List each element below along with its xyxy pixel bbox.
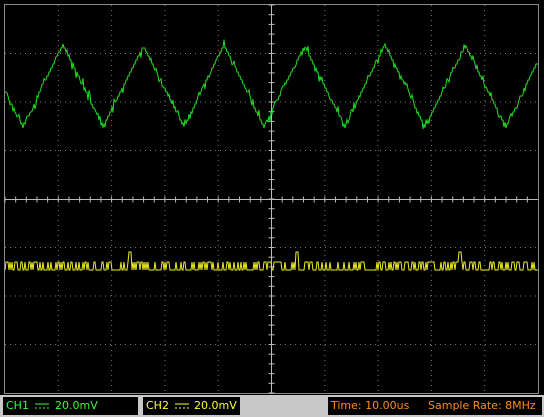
ch1-waveform (5, 39, 538, 129)
ch2-label: CH2 (146, 399, 169, 412)
ch1-scale: 20.0mV (55, 399, 98, 412)
dc-symbol (35, 403, 49, 409)
ch1-box: CH1 20.0mV (3, 397, 138, 415)
ch1-label: CH1 (6, 399, 29, 412)
sample-rate: Sample Rate: 8MHz (428, 399, 536, 412)
scope-display (4, 4, 539, 394)
grid (4, 4, 538, 394)
timing-box: Time: 10.00us Sample Rate: 8MHz (328, 397, 542, 415)
status-bar: CH1 20.0mV CH2 20.0mV Time: 10.00us Samp… (0, 395, 544, 417)
ch2-box: CH2 20.0mV (143, 397, 240, 415)
ch2-scale: 20.0mV (194, 399, 237, 412)
ch2-waveform (4, 251, 538, 271)
dc-symbol (175, 403, 189, 409)
time-base: Time: 10.00us (331, 399, 410, 412)
